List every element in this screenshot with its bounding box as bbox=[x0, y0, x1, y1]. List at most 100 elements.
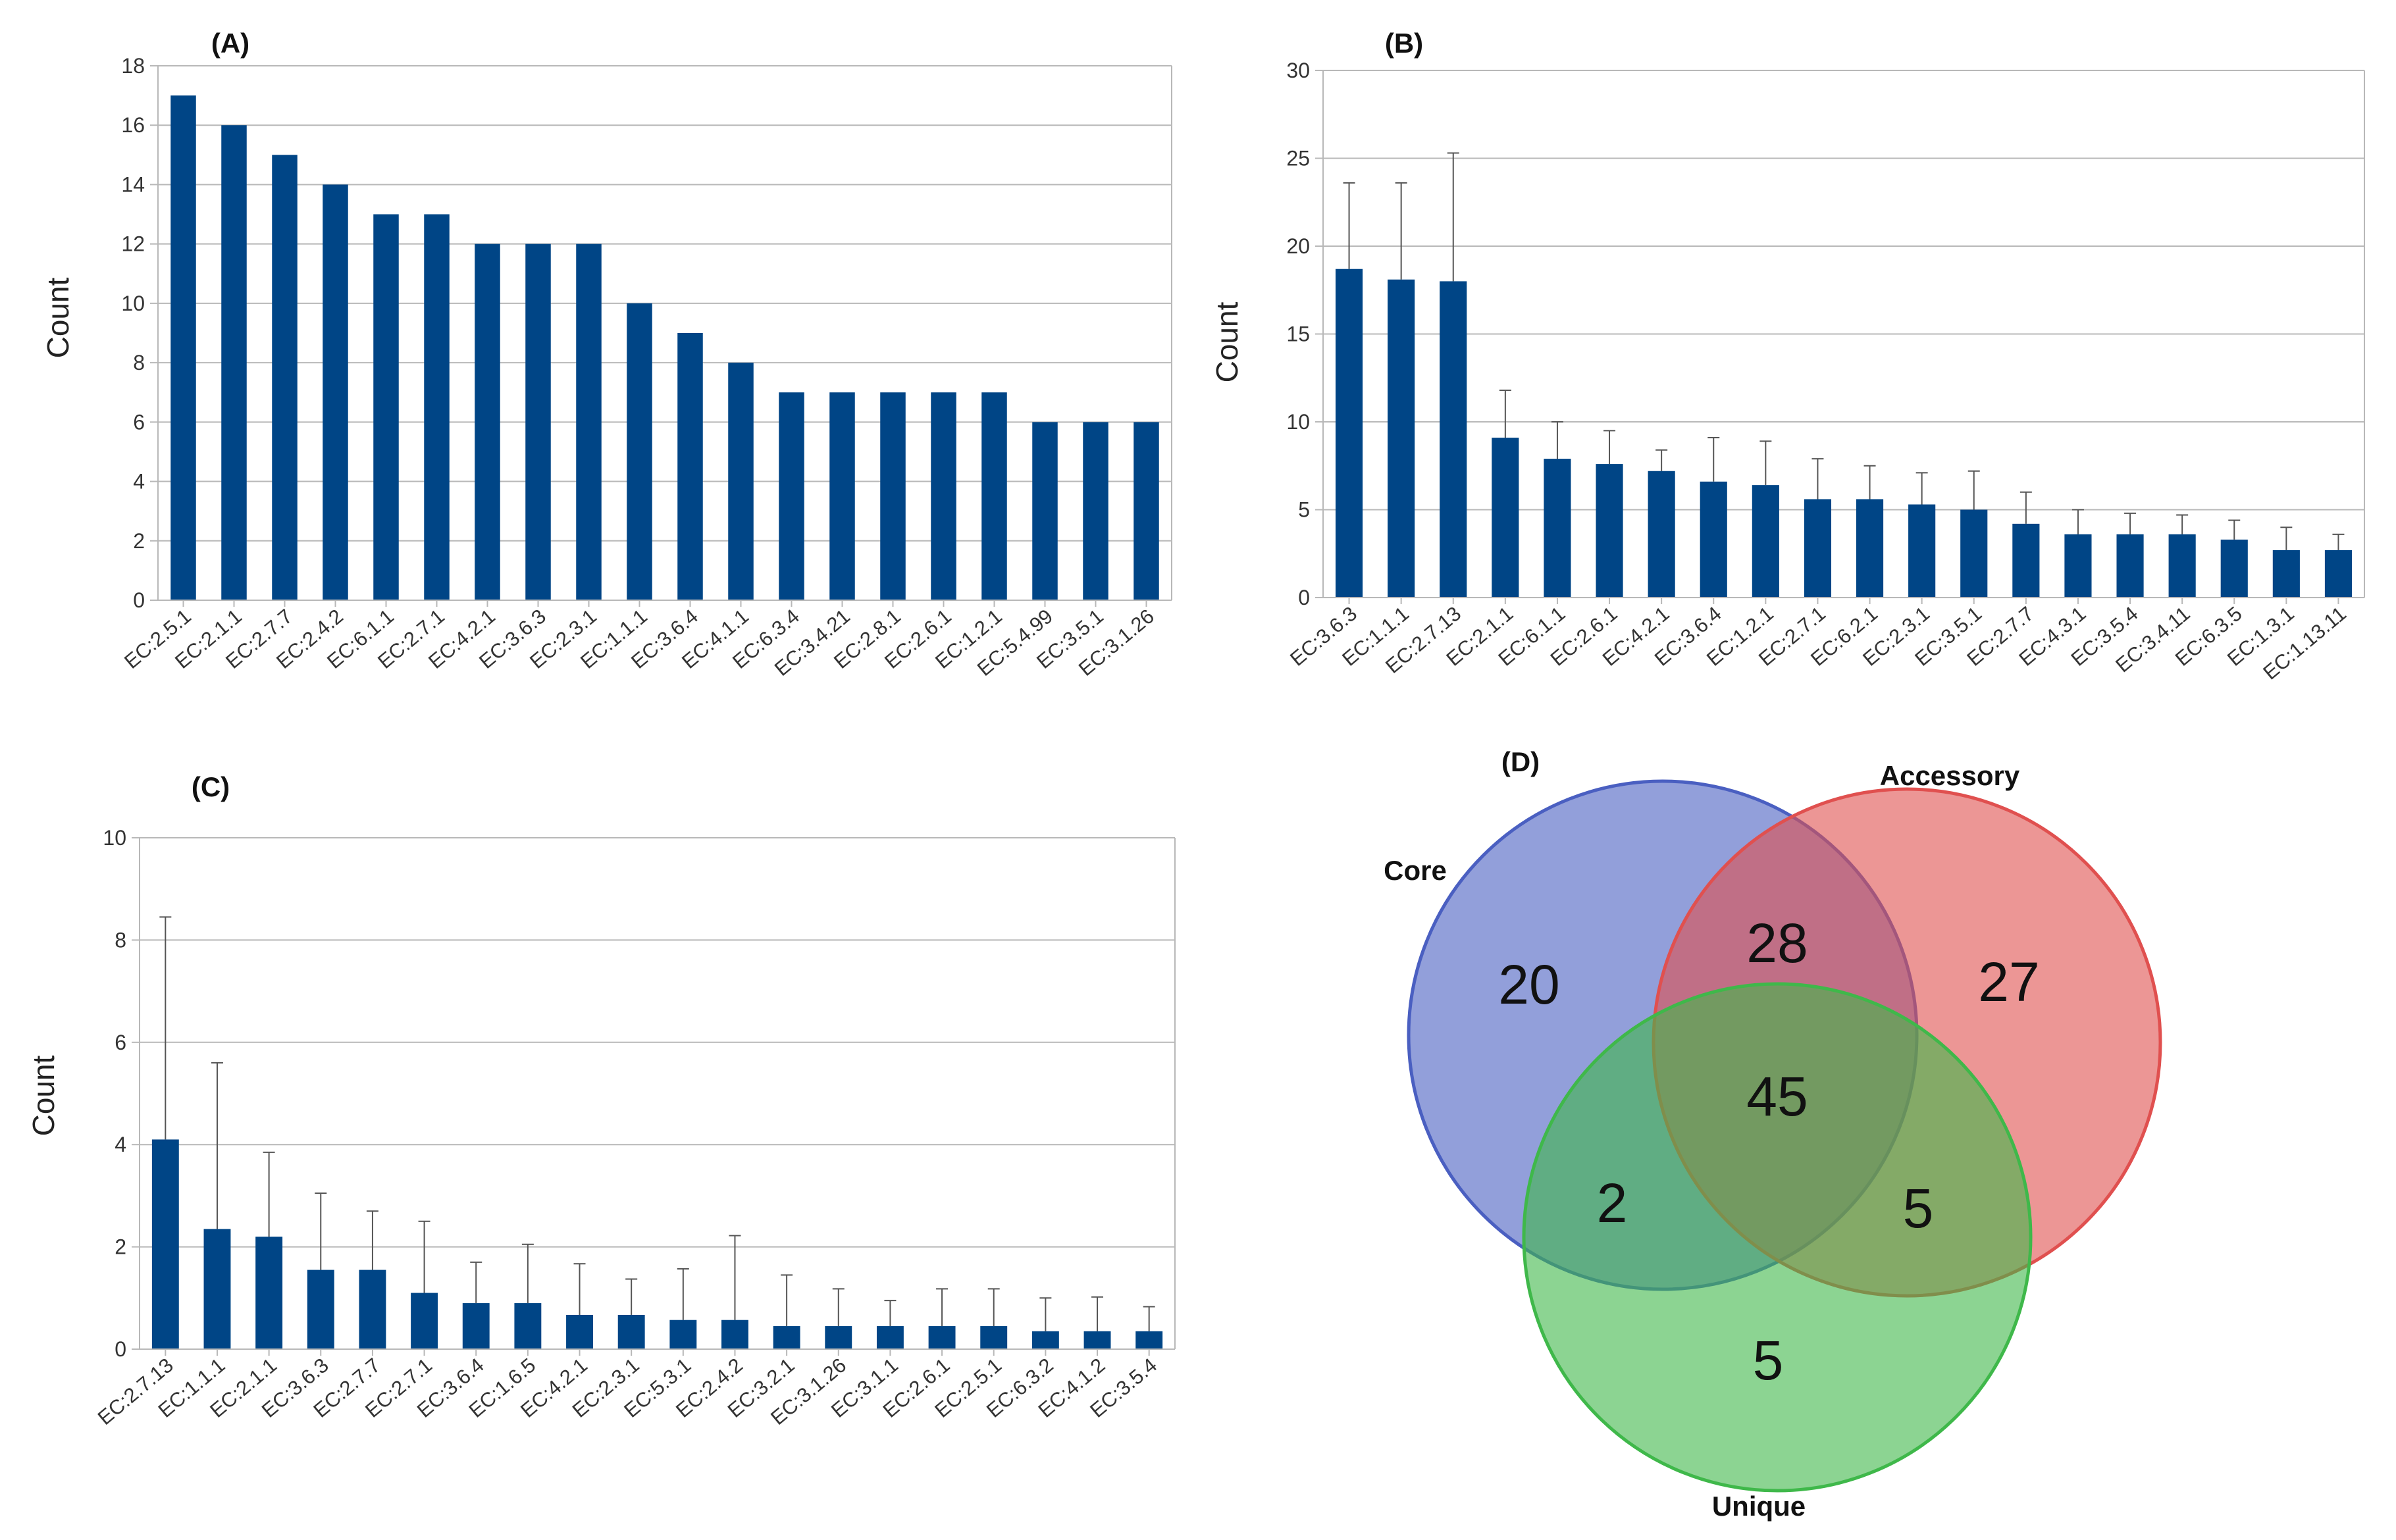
bar-b bbox=[2272, 550, 2300, 598]
y-tick-label-a: 4 bbox=[133, 470, 145, 494]
bar-c bbox=[411, 1293, 438, 1349]
bar-c bbox=[1135, 1331, 1163, 1349]
bar-b bbox=[1596, 464, 1623, 598]
bar-b bbox=[2116, 534, 2144, 598]
venn-label-accessory: Accessory bbox=[1880, 760, 2020, 791]
bar-c bbox=[617, 1314, 645, 1349]
bar-c bbox=[1031, 1331, 1059, 1349]
venn-value-accessory-unique: 5 bbox=[1903, 1177, 1934, 1239]
y-tick-label-b: 25 bbox=[1286, 147, 1310, 170]
bar-b bbox=[1700, 481, 1727, 598]
bar-c bbox=[773, 1326, 800, 1349]
bar-c bbox=[462, 1303, 490, 1349]
y-axis-title-b: Count bbox=[1210, 301, 1244, 382]
bar-c bbox=[203, 1229, 231, 1349]
venn-value-unique-only: 5 bbox=[1753, 1329, 1784, 1391]
bar-a bbox=[373, 214, 399, 600]
bar-c bbox=[1083, 1331, 1111, 1349]
y-tick-label-b: 15 bbox=[1286, 322, 1310, 346]
bar-a bbox=[424, 214, 450, 600]
bar-a bbox=[525, 244, 551, 601]
bar-a bbox=[1032, 422, 1058, 600]
bar-b bbox=[2012, 523, 2040, 598]
y-tick-label-a: 18 bbox=[121, 54, 145, 78]
bar-a bbox=[221, 125, 247, 600]
bar-a bbox=[323, 184, 348, 600]
y-tick-label-a: 16 bbox=[121, 113, 145, 137]
bar-c bbox=[566, 1314, 593, 1349]
bar-b bbox=[1335, 269, 1363, 598]
bar-b bbox=[2064, 534, 2092, 598]
y-tick-label-c: 4 bbox=[115, 1133, 126, 1156]
bar-a bbox=[981, 392, 1007, 600]
venn-value-accessory-only: 27 bbox=[1978, 951, 2039, 1013]
bar-c bbox=[876, 1326, 904, 1349]
bar-b bbox=[1752, 485, 1779, 598]
y-tick-label-c: 2 bbox=[115, 1235, 126, 1259]
bar-c bbox=[980, 1326, 1008, 1349]
y-tick-label-b: 10 bbox=[1286, 410, 1310, 434]
y-tick-label-c: 8 bbox=[115, 928, 126, 952]
venn-value-core-unique: 2 bbox=[1597, 1172, 1628, 1234]
panel-label-d: (D) bbox=[1501, 746, 1540, 777]
panel-label-c: (C) bbox=[192, 771, 230, 802]
venn-value-core-accessory: 28 bbox=[1746, 912, 1808, 974]
y-tick-label-c: 6 bbox=[115, 1031, 126, 1054]
bar-a bbox=[1133, 422, 1159, 600]
y-tick-label-a: 12 bbox=[121, 232, 145, 256]
y-tick-label-a: 2 bbox=[133, 529, 145, 553]
venn-value-all-three: 45 bbox=[1746, 1065, 1808, 1127]
bar-b bbox=[1440, 281, 1467, 598]
bar-b bbox=[2324, 550, 2353, 598]
bar-a bbox=[677, 333, 703, 600]
y-tick-label-c: 10 bbox=[103, 826, 126, 850]
bar-a bbox=[779, 392, 804, 600]
bar-b bbox=[1492, 438, 1519, 598]
bar-c bbox=[928, 1326, 956, 1349]
bar-a bbox=[880, 392, 906, 600]
bar-b bbox=[1648, 471, 1675, 598]
bar-a bbox=[1083, 422, 1108, 600]
y-axis-title-a: Count bbox=[41, 277, 75, 358]
bar-c bbox=[359, 1270, 386, 1349]
venn-value-core-only: 20 bbox=[1498, 954, 1559, 1015]
bar-b bbox=[1856, 499, 1884, 598]
bar-b bbox=[1908, 504, 1936, 598]
bar-a bbox=[170, 95, 196, 601]
venn-label-unique: Unique bbox=[1712, 1491, 1806, 1522]
bar-c bbox=[721, 1320, 748, 1349]
bar-b bbox=[2168, 534, 2196, 598]
y-tick-label-b: 5 bbox=[1298, 498, 1310, 522]
bar-a bbox=[272, 155, 298, 601]
y-tick-label-b: 0 bbox=[1298, 586, 1310, 609]
bar-a bbox=[728, 363, 754, 600]
y-tick-label-a: 6 bbox=[133, 410, 145, 434]
bar-c bbox=[514, 1303, 542, 1349]
y-tick-label-b: 30 bbox=[1286, 59, 1310, 82]
bar-a bbox=[829, 392, 855, 600]
bar-c bbox=[669, 1320, 697, 1349]
y-tick-label-a: 10 bbox=[121, 292, 145, 315]
venn-circle-unique bbox=[1522, 982, 2033, 1493]
bar-a bbox=[576, 244, 602, 601]
y-tick-label-c: 0 bbox=[115, 1337, 126, 1361]
bar-b bbox=[1388, 279, 1415, 598]
y-tick-label-b: 20 bbox=[1286, 234, 1310, 258]
bar-c bbox=[825, 1326, 852, 1349]
bar-b bbox=[2220, 539, 2248, 598]
bar-c bbox=[151, 1139, 179, 1349]
bar-c bbox=[307, 1270, 334, 1349]
bar-a bbox=[475, 244, 500, 601]
bar-c bbox=[255, 1237, 283, 1349]
y-tick-label-a: 14 bbox=[121, 172, 145, 196]
bar-a bbox=[931, 392, 956, 600]
bar-a bbox=[627, 303, 652, 600]
bar-b bbox=[1804, 499, 1832, 598]
y-tick-label-a: 8 bbox=[133, 351, 145, 374]
venn-label-core: Core bbox=[1384, 855, 1447, 886]
y-axis-title-c: Count bbox=[26, 1055, 61, 1136]
bar-b bbox=[1960, 509, 1988, 598]
panel-label-b: (B) bbox=[1385, 28, 1423, 59]
